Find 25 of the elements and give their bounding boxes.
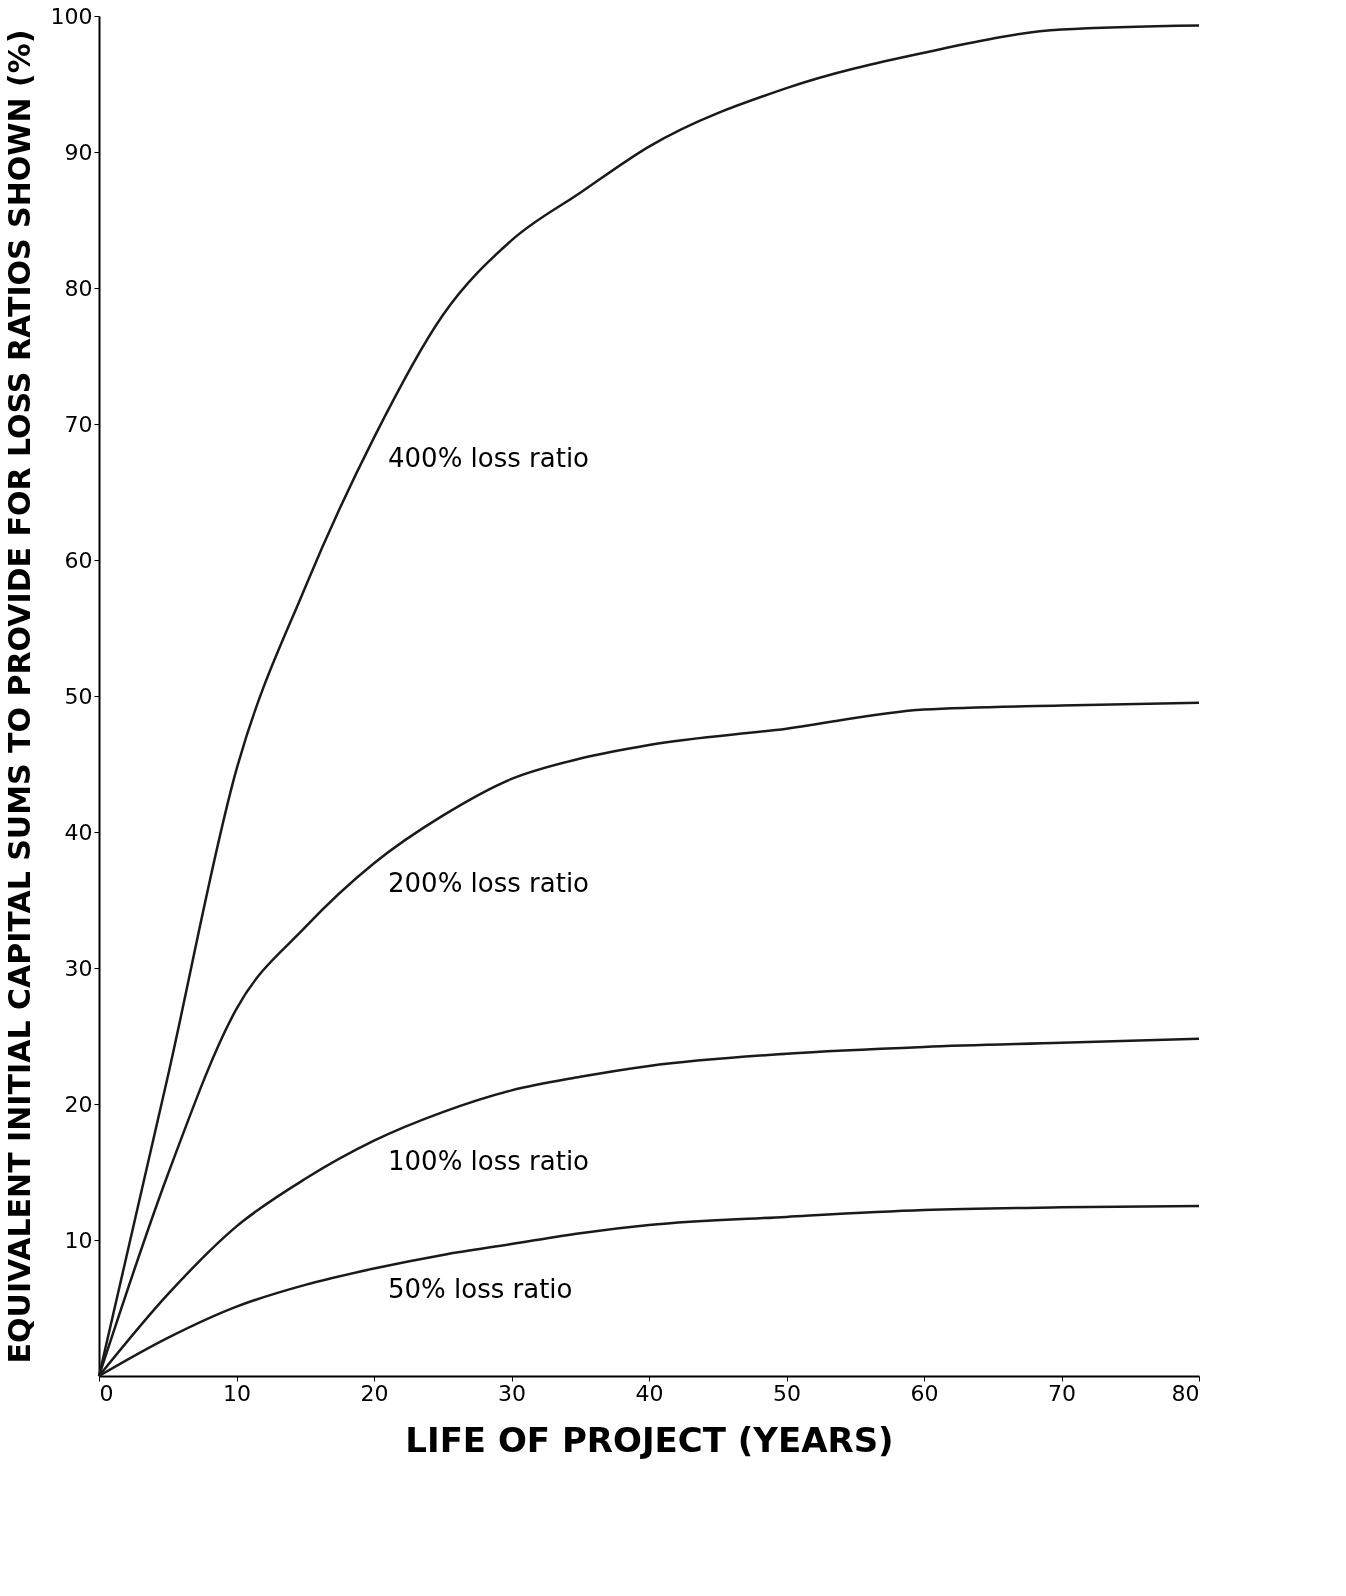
x-tick-label: 60 [910, 1380, 939, 1406]
x-tick-label: 30 [498, 1380, 526, 1406]
y-tick-label: 90 [64, 139, 93, 165]
x-tick-label: 40 [635, 1380, 664, 1406]
series-label: 400% loss ratio [388, 442, 590, 473]
y-tick-label: 20 [64, 1091, 93, 1117]
y-tick-label: 100 [50, 3, 93, 29]
y-tick-label: 60 [64, 547, 93, 573]
y-tick-label: 30 [64, 955, 93, 981]
y-tick-label: 10 [64, 1227, 93, 1253]
x-tick-label: 20 [360, 1380, 389, 1406]
series-label: 200% loss ratio [388, 868, 590, 899]
x-tick-label: 0 [99, 1380, 114, 1406]
y-tick-label: 80 [64, 275, 93, 301]
x-tick-label: 10 [223, 1380, 251, 1406]
y-axis-title: EQUIVALENT INITIAL CAPITAL SUMS TO PROVIDE FOR LOSS RATIOS SHOWN (%) [1, 29, 37, 1364]
x-tick-label: 70 [1048, 1380, 1076, 1406]
x-axis-title: LIFE OF PROJECT (YEARS) [405, 1419, 894, 1460]
y-tick-label: 50 [64, 683, 93, 709]
x-tick-label: 80 [1171, 1380, 1200, 1406]
y-tick-label: 40 [64, 819, 93, 845]
y-tick-label: 70 [64, 411, 93, 437]
series-label: 100% loss ratio [388, 1145, 590, 1176]
series-label: 50% loss ratio [388, 1273, 573, 1304]
x-tick-label: 50 [773, 1380, 801, 1406]
